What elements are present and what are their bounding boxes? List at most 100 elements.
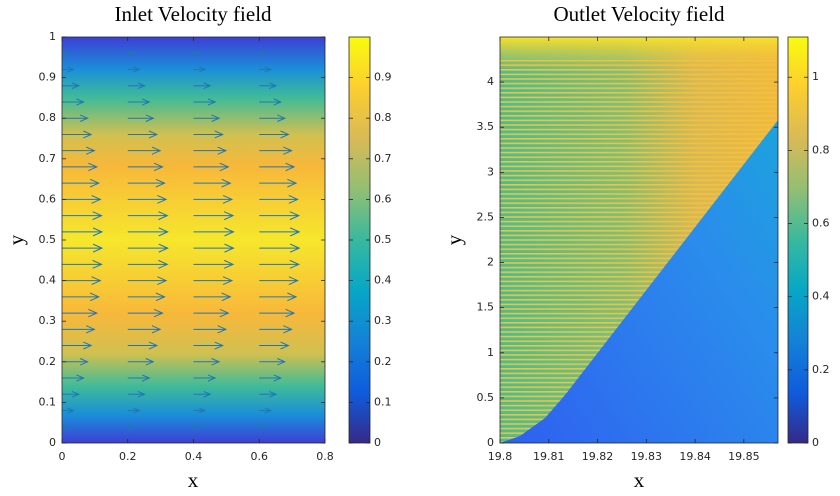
quiver-arrow — [259, 66, 273, 73]
x-tick-label: 0.4 — [185, 450, 203, 463]
y-tick-label: 1 — [487, 346, 494, 359]
quiver-arrow — [62, 146, 96, 155]
quiver-arrow — [62, 308, 99, 318]
quiver-arrow — [259, 178, 298, 188]
quiver-arrow — [127, 98, 151, 106]
quiver-arrow — [259, 407, 273, 414]
quiver-arrow — [193, 211, 235, 221]
y-tick-label: 2.5 — [477, 210, 495, 223]
quiver-arrow — [127, 276, 168, 285]
quiver-arrow — [62, 341, 93, 350]
quiver-arrow — [193, 66, 207, 73]
quiver-arrow — [62, 82, 81, 90]
colorbar-tick-label: 0.8 — [812, 143, 830, 156]
x-tick-label: 0.6 — [251, 450, 269, 463]
y-tick-label: 4 — [487, 75, 494, 88]
quiver-arrow — [259, 195, 299, 204]
y-tick-label: 0.6 — [39, 192, 57, 205]
colorbar-tick-label: 0.8 — [374, 111, 392, 124]
colorbar-tick-label: 0.3 — [374, 314, 392, 327]
quiver-arrow — [127, 162, 164, 172]
quiver-arrow — [62, 211, 103, 221]
quiver-arrow — [193, 423, 201, 430]
quiver-arrow — [127, 259, 169, 269]
quiver-arrow — [193, 358, 221, 366]
quiver-arrow — [62, 358, 89, 366]
colorbar-tick-label: 0.2 — [812, 363, 830, 376]
y-tick-label: 0.1 — [39, 395, 57, 408]
quiver-arrow — [127, 114, 155, 122]
quiver-arrow — [62, 114, 89, 122]
quiver-arrow — [193, 259, 235, 269]
quiver-arrow — [127, 195, 168, 204]
quiver-arrow — [259, 50, 267, 57]
quiver-arrow — [127, 292, 166, 302]
quiver-arrow — [259, 243, 301, 253]
y-tick-label: 0.5 — [477, 391, 495, 404]
colorbar-tick-label: 0.6 — [374, 192, 392, 205]
colorbar-tick-label: 0.4 — [812, 290, 830, 303]
quiver-arrow — [62, 292, 101, 302]
y-tick-label: 1.5 — [477, 301, 495, 314]
quiver-arrow — [62, 227, 104, 237]
quiver-arrow — [127, 66, 141, 73]
quiver-arrow — [127, 308, 164, 318]
quiver-arrow — [193, 374, 217, 382]
y-tick-label: 3 — [487, 165, 494, 178]
x-axis-label: x — [188, 468, 199, 492]
quiver-arrow — [259, 82, 278, 90]
quiver-arrow — [193, 341, 224, 350]
quiver-arrow — [193, 130, 224, 139]
quiver-arrow — [62, 259, 103, 269]
quiver-arrow — [259, 358, 287, 366]
x-tick-label: 19.8 — [488, 450, 513, 463]
quiver-arrow — [193, 407, 207, 414]
y-tick-label: 0.7 — [39, 152, 57, 165]
quiver-arrow — [259, 423, 267, 430]
quiver-arrow — [62, 276, 102, 285]
quiver-arrow — [127, 325, 162, 334]
inlet-field — [62, 37, 325, 443]
quiver-arrow — [62, 243, 104, 253]
colorbar-tick-label: 0.2 — [374, 355, 392, 368]
y-tick-label: 0.3 — [39, 314, 57, 327]
quiver-arrow — [193, 308, 230, 318]
quiver-arrow — [259, 114, 287, 122]
colorbar-tick-label: 0 — [374, 436, 381, 449]
quiver-arrow — [127, 374, 151, 382]
x-tick-label: 19.84 — [679, 450, 711, 463]
colorbar — [787, 36, 809, 444]
quiver-arrow — [62, 423, 70, 430]
quiver-arrow — [127, 358, 155, 366]
quiver-arrow — [62, 390, 81, 398]
quiver-arrow — [62, 195, 102, 204]
colorbar-tick-label: 0.9 — [374, 71, 392, 84]
x-tick-label: 0 — [59, 450, 66, 463]
quiver-arrow — [259, 325, 293, 334]
y-tick-label: 0 — [487, 436, 494, 449]
y-axis-label: y — [4, 234, 28, 245]
quiver-arrow — [127, 243, 169, 253]
y-tick-label: 0.8 — [39, 111, 57, 124]
colorbar-tick-label: 0.1 — [374, 395, 392, 408]
y-tick-label: 0.2 — [39, 355, 57, 368]
quiver-arrow — [193, 50, 201, 57]
quiver-arrow — [127, 341, 159, 350]
quiver-arrow — [259, 98, 283, 106]
y-tick-label: 0.9 — [39, 71, 57, 84]
quiver-arrow — [259, 146, 293, 155]
x-tick-label: 19.85 — [728, 450, 760, 463]
y-tick-label: 0.5 — [39, 233, 57, 246]
colorbar-tick-label: 0.7 — [374, 152, 392, 165]
colorbar-tick-label: 0.5 — [374, 233, 392, 246]
outlet-field — [500, 37, 778, 443]
y-tick-label: 1 — [49, 30, 56, 43]
quiver-arrow — [193, 325, 228, 334]
x-axis-label: x — [634, 468, 645, 492]
quiver-arrow — [127, 423, 136, 430]
field-stripes — [500, 60, 778, 443]
colorbar-tick-label: 0.6 — [812, 217, 830, 230]
y-tick-label: 0 — [49, 436, 56, 449]
quiver-arrow — [259, 276, 299, 285]
